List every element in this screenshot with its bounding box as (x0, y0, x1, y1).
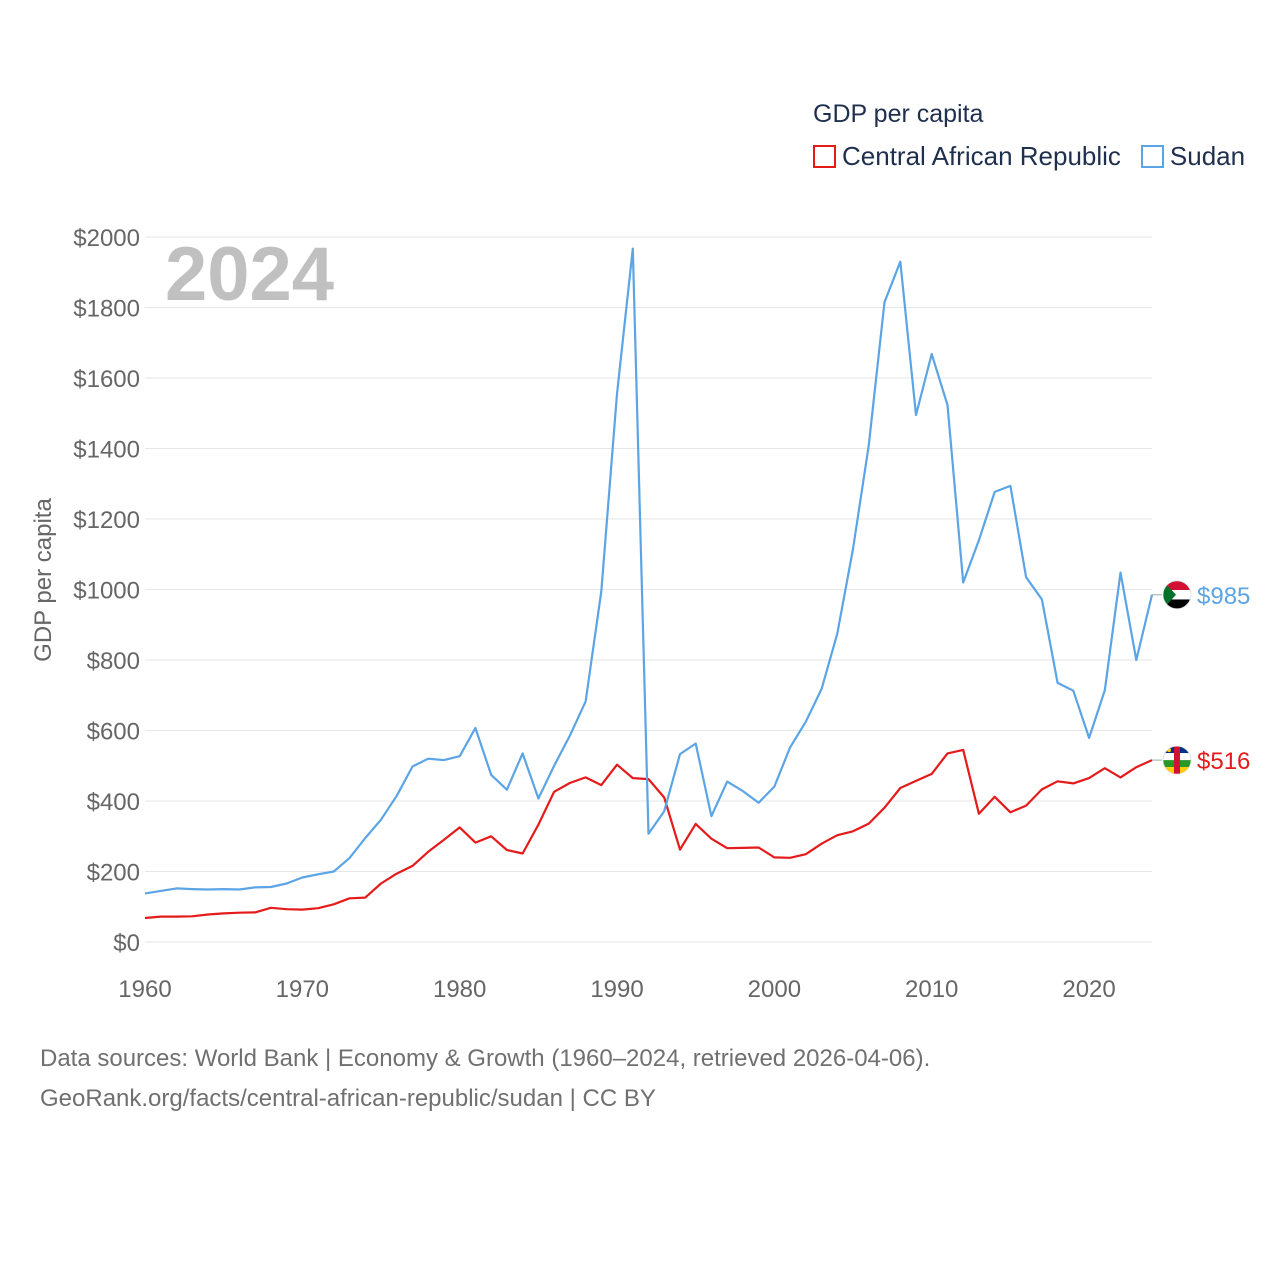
legend: Central African Republic Sudan (813, 141, 1265, 172)
y-tick-label: $1200 (73, 507, 140, 534)
x-axis: 1960 1970 1980 1990 2000 2010 2020 (118, 976, 1115, 1003)
car-flag-icon (1162, 745, 1192, 775)
legend-label-sudan: Sudan (1169, 141, 1246, 171)
y-tick-label: $1400 (73, 437, 140, 464)
y-tick-label: $200 (87, 860, 140, 887)
y-tick-label: $1000 (73, 578, 140, 605)
year-label: 2024 (165, 232, 334, 317)
series-lines (144, 247, 1154, 920)
y-tick-label: $800 (87, 648, 140, 675)
y-axis: $0 $200 $400 $600 $800 $1000 $1200 $1400 $1600 $1… (73, 225, 140, 957)
x-tick-label: 1960 (118, 976, 171, 1003)
sudan-flag-icon (1162, 580, 1192, 610)
y-axis-label: GDP per capita (30, 498, 57, 662)
x-tick-label: 2000 (748, 976, 801, 1003)
series-line-car (144, 748, 1153, 920)
legend-swatch-sudan (1140, 145, 1164, 168)
x-tick-label: 1990 (590, 976, 643, 1003)
legend-item-sudan[interactable]: Sudan (1140, 141, 1246, 172)
series-line-sdn (144, 247, 1154, 895)
grid (145, 236, 1152, 943)
legend-title: GDP per capita (813, 100, 984, 128)
y-tick-label: $1600 (73, 366, 140, 393)
x-tick-label: 1980 (433, 976, 486, 1003)
footer-link[interactable]: GeoRank.org/facts/central-african-republ… (40, 1085, 656, 1112)
footer-source: Data sources: World Bank | Economy & Gro… (40, 1045, 931, 1072)
x-tick-label: 2010 (905, 976, 958, 1003)
y-tick-label: $0 (113, 930, 140, 957)
y-tick-label: $600 (87, 719, 140, 746)
end-labels: $516 $985 (1152, 580, 1250, 775)
y-tick-label: $1800 (73, 296, 140, 323)
y-tick-label: $2000 (73, 225, 140, 252)
x-tick-label: 1970 (276, 976, 329, 1003)
x-tick-label: 2020 (1062, 976, 1115, 1003)
y-tick-label: $400 (87, 789, 140, 816)
end-value-car: $516 (1197, 748, 1250, 775)
legend-label-car: Central African Republic (842, 141, 1121, 171)
end-value-sdn: $985 (1197, 583, 1250, 610)
legend-swatch-car (813, 145, 836, 168)
legend-item-car[interactable]: Central African Republic (813, 141, 1121, 172)
